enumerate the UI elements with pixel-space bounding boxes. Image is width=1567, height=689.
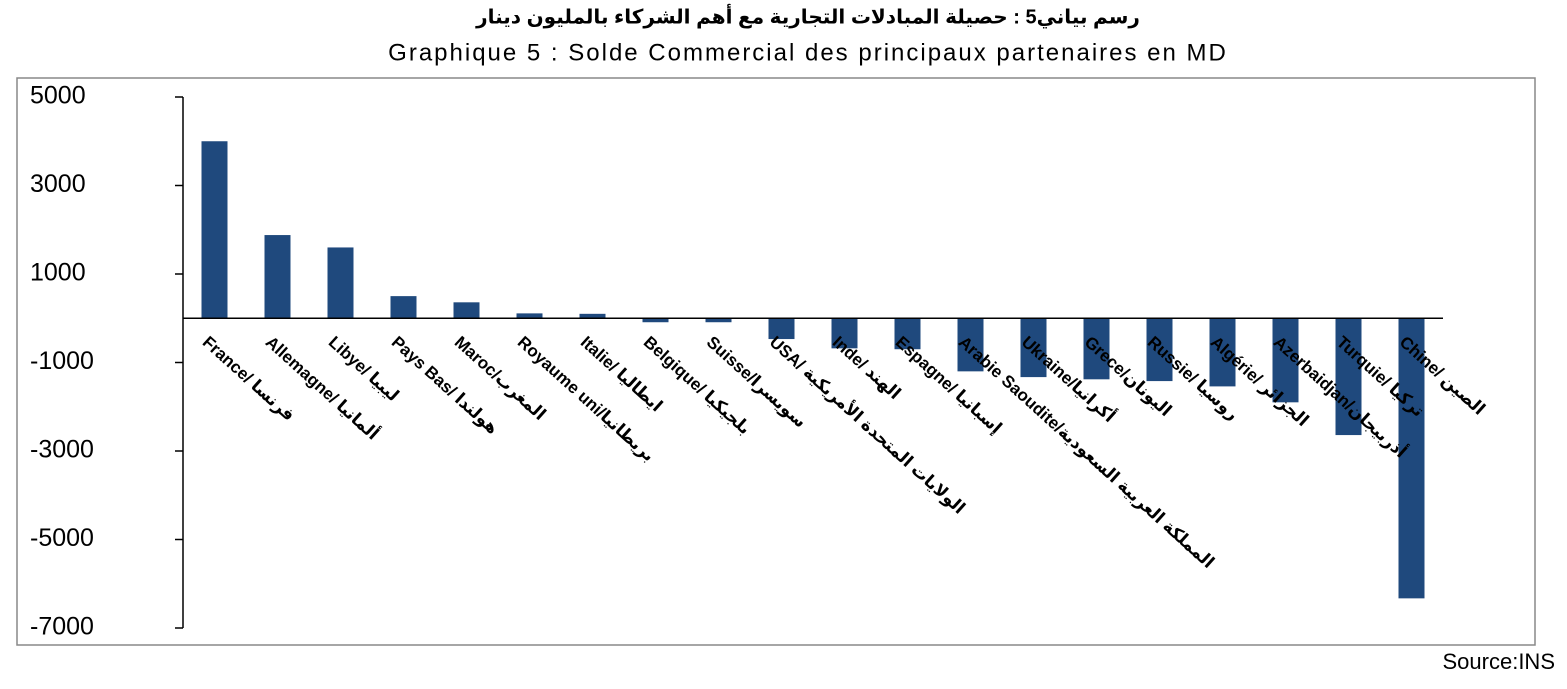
bar	[957, 318, 984, 372]
bar	[1209, 318, 1236, 387]
x-tick-label: Allemagne/ ألمانيا	[262, 331, 384, 444]
y-tick-label: -1000	[30, 347, 94, 375]
bar	[201, 141, 228, 319]
bar	[264, 235, 291, 319]
bar	[705, 318, 732, 323]
bar	[579, 313, 606, 319]
plot-frame	[16, 77, 1536, 646]
y-tick-label: 1000	[30, 259, 86, 287]
bar	[1146, 318, 1173, 382]
source: Source:INS	[1443, 649, 1556, 674]
chart-title: رسم بياني5 : حصيلة المبادلات التجارية مع…	[475, 2, 1140, 29]
x-tick-label: Belgique/ بلجيكيا	[640, 332, 755, 438]
bar	[516, 313, 543, 319]
bar	[453, 302, 480, 319]
bar	[327, 247, 354, 319]
y-tick-label: -5000	[30, 524, 94, 552]
x-tick-label: Espagne/ إسبانيا	[892, 332, 1006, 437]
y-tick-label: 5000	[30, 82, 86, 110]
bar	[1272, 318, 1299, 403]
bar	[1083, 318, 1110, 380]
bar	[768, 318, 795, 340]
bar	[894, 318, 921, 350]
y-tick-label: -7000	[30, 613, 94, 641]
bar	[1398, 318, 1425, 599]
y-tick-label: -3000	[30, 436, 94, 464]
bar	[1020, 318, 1047, 378]
y-tick-label: 3000	[30, 170, 86, 198]
chart-subtitle: Graphique 5 : Solde Commercial des princ…	[388, 39, 1228, 66]
bar	[1335, 318, 1362, 436]
bar	[642, 318, 669, 323]
x-tick-label: Pays Bas/ هولندا	[387, 332, 502, 438]
bar	[390, 296, 417, 319]
bar	[831, 318, 858, 349]
